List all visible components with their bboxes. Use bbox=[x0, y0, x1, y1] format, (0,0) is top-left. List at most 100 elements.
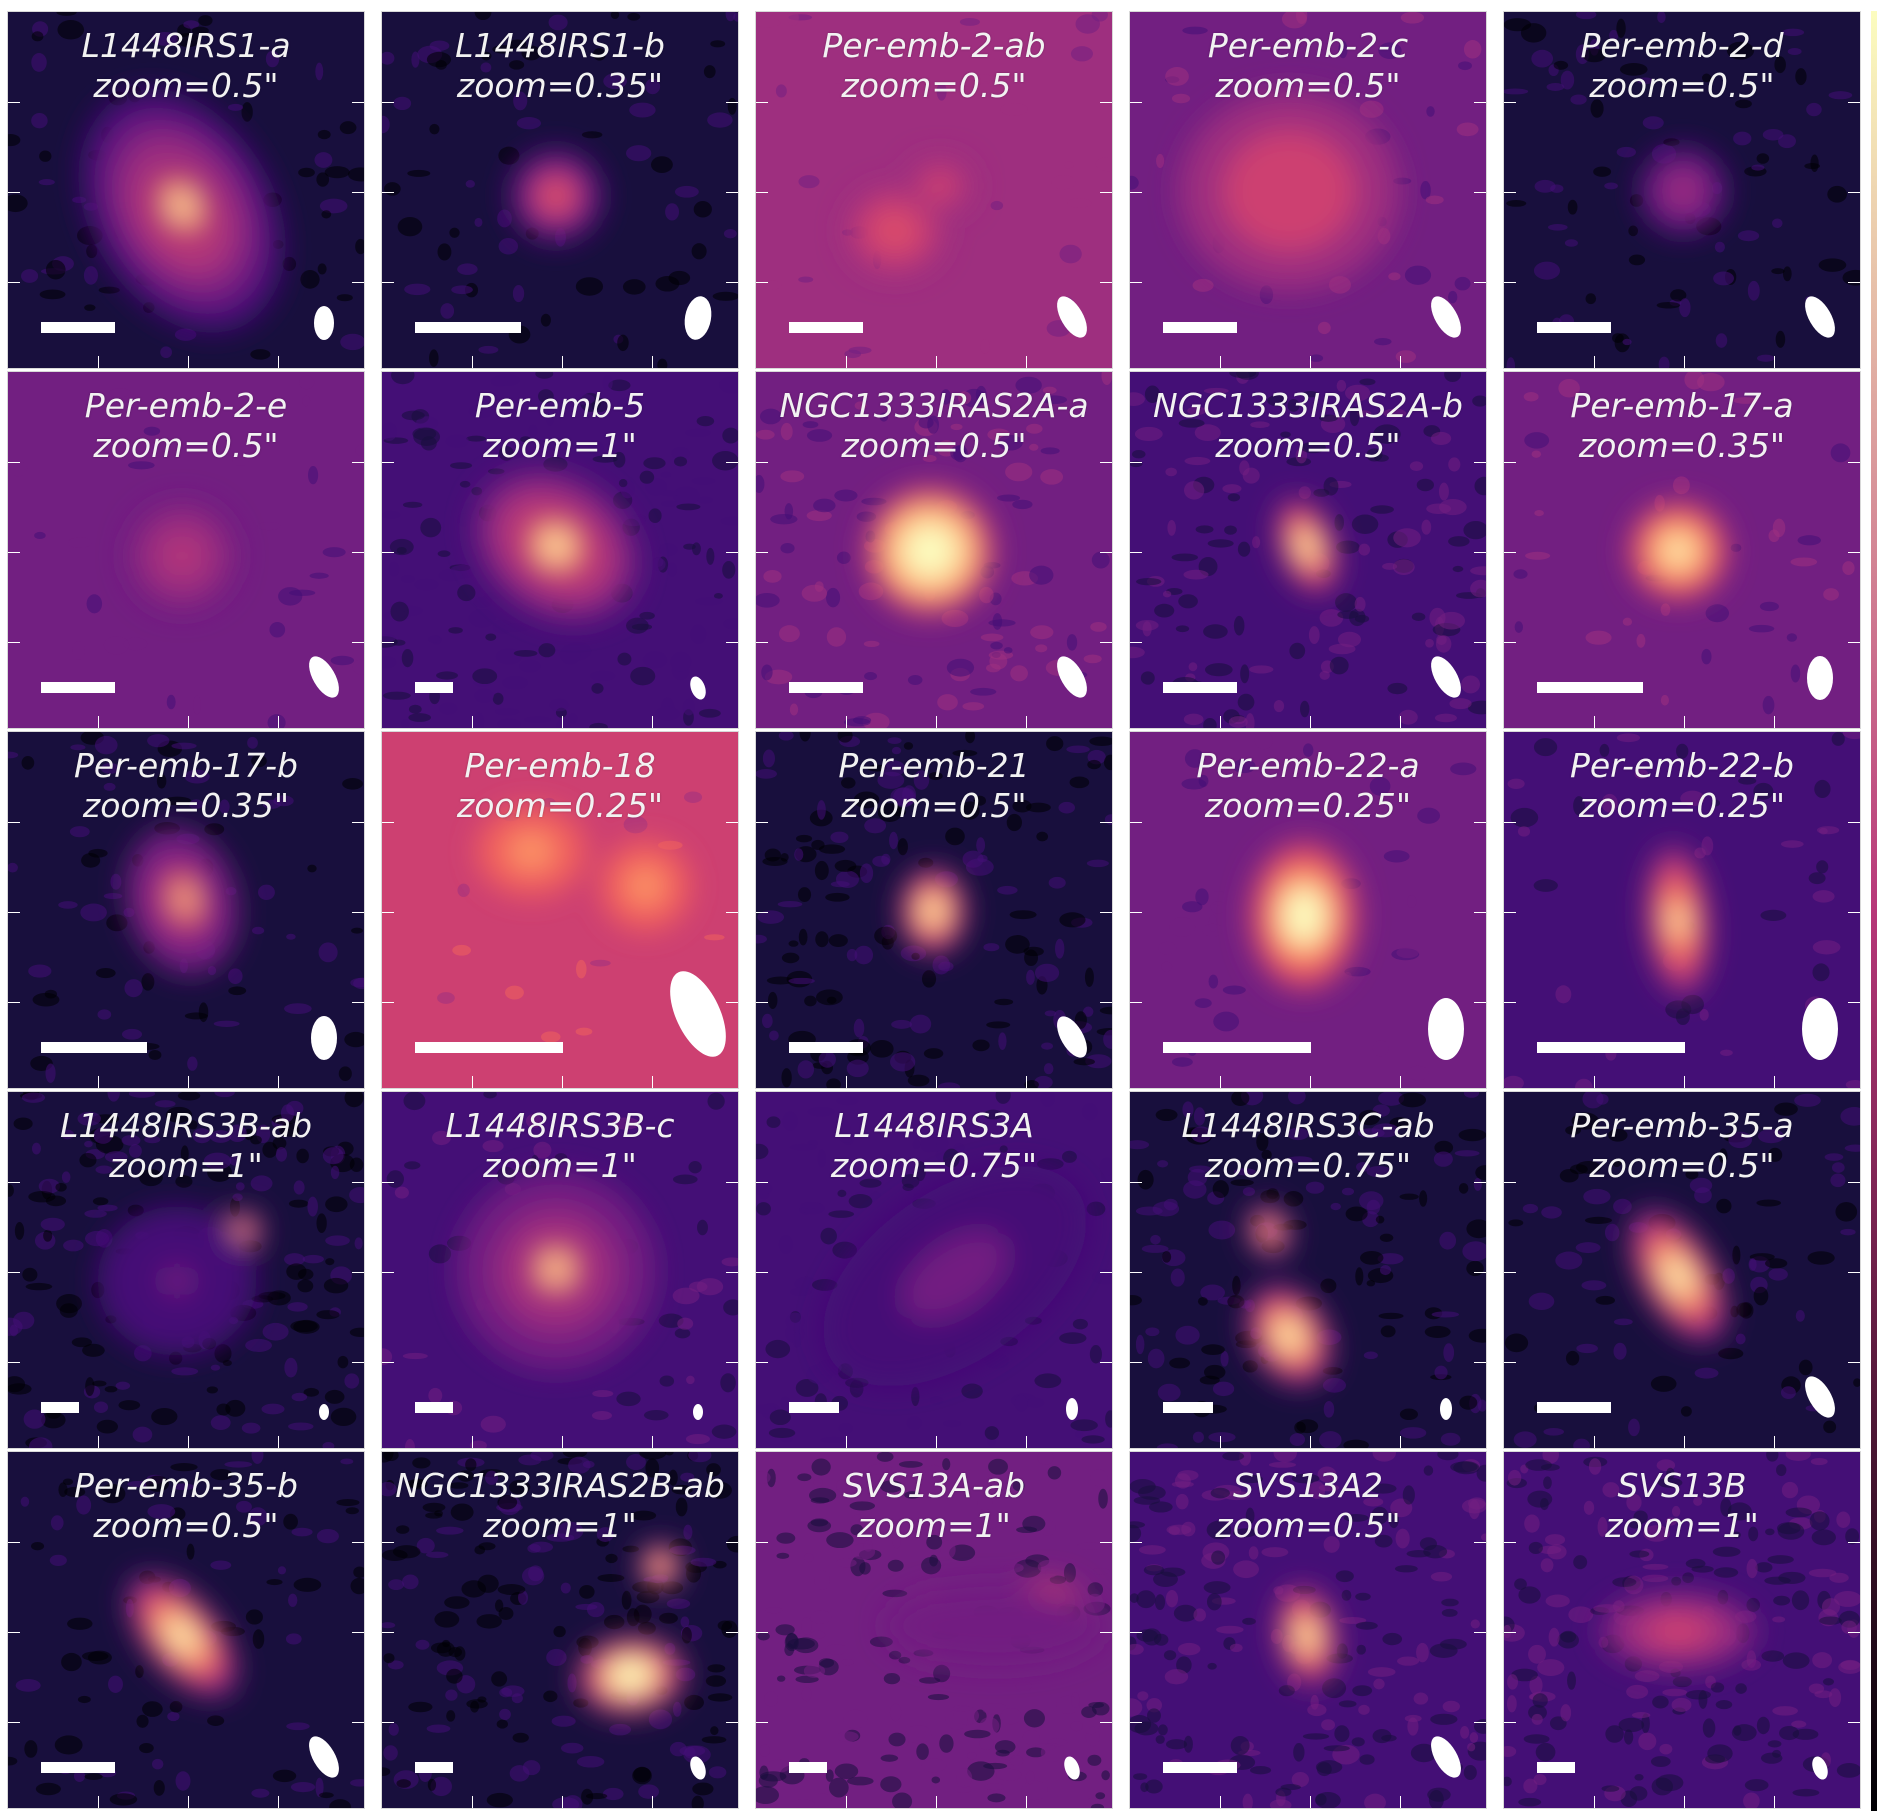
image-panel: SVS13A-ab zoom=1" bbox=[755, 1451, 1113, 1809]
noise-speckle bbox=[1549, 1628, 1560, 1647]
noise-speckle bbox=[338, 1356, 349, 1369]
noise-speckle bbox=[1448, 291, 1457, 304]
noise-speckle bbox=[960, 18, 980, 26]
noise-speckle bbox=[1289, 643, 1305, 659]
noise-speckle bbox=[918, 858, 933, 868]
axis-tick bbox=[562, 1076, 563, 1088]
noise-speckle bbox=[1534, 879, 1558, 892]
noise-speckle bbox=[756, 1202, 771, 1215]
noise-speckle bbox=[683, 699, 695, 716]
noise-speckle bbox=[331, 1408, 357, 1426]
noise-speckle bbox=[898, 838, 908, 855]
noise-speckle bbox=[1467, 1743, 1475, 1752]
zoom-label: zoom=1" bbox=[382, 1506, 738, 1546]
noise-speckle bbox=[1804, 163, 1820, 169]
noise-speckle bbox=[1781, 840, 1804, 848]
noise-speckle bbox=[1453, 566, 1464, 572]
noise-speckle bbox=[108, 1676, 123, 1693]
source-name: L1448IRS3B-c bbox=[382, 1106, 738, 1146]
axis-tick bbox=[1594, 716, 1595, 728]
noise-speckle bbox=[211, 1415, 231, 1430]
noise-speckle bbox=[452, 945, 471, 956]
noise-speckle bbox=[802, 585, 827, 602]
noise-speckle bbox=[124, 979, 142, 997]
noise-speckle bbox=[1224, 525, 1237, 534]
noise-speckle bbox=[56, 1294, 82, 1313]
noise-speckle bbox=[1172, 553, 1198, 561]
noise-speckle bbox=[26, 1283, 53, 1290]
noise-speckle bbox=[1757, 1717, 1770, 1735]
axis-tick bbox=[726, 1632, 738, 1633]
noise-speckle bbox=[1617, 733, 1640, 742]
noise-speckle bbox=[1761, 1753, 1782, 1764]
noise-speckle bbox=[836, 871, 859, 889]
noise-speckle bbox=[796, 835, 812, 843]
axis-tick bbox=[1400, 1076, 1401, 1088]
noise-speckle bbox=[263, 1323, 289, 1341]
noise-speckle bbox=[998, 1032, 1006, 1050]
noise-speckle bbox=[1638, 1733, 1656, 1751]
noise-speckle bbox=[228, 968, 243, 984]
noise-speckle bbox=[286, 934, 296, 940]
noise-speckle bbox=[675, 186, 699, 198]
noise-speckle bbox=[1400, 1427, 1426, 1439]
noise-speckle bbox=[1359, 378, 1375, 385]
zoom-label: zoom=0.5" bbox=[1130, 426, 1486, 466]
noise-speckle bbox=[31, 113, 48, 128]
noise-speckle bbox=[1360, 1251, 1383, 1265]
noise-speckle bbox=[1623, 618, 1632, 626]
noise-speckle bbox=[1776, 331, 1786, 348]
axis-tick bbox=[1130, 192, 1142, 193]
noise-speckle bbox=[1243, 1360, 1258, 1372]
axis-tick bbox=[1504, 552, 1516, 553]
noise-speckle bbox=[676, 503, 700, 510]
noise-speckle bbox=[97, 1420, 118, 1434]
noise-speckle bbox=[538, 643, 555, 657]
source-name: NGC1333IRAS2B-ab bbox=[382, 1466, 738, 1506]
noise-speckle bbox=[576, 1028, 593, 1036]
noise-speckle bbox=[471, 487, 482, 496]
noise-speckle bbox=[1209, 975, 1219, 989]
axis-tick bbox=[1504, 1002, 1516, 1003]
noise-speckle bbox=[1010, 910, 1037, 919]
noise-speckle bbox=[1169, 917, 1195, 936]
panel-label: Per-emb-21 zoom=0.5" bbox=[756, 746, 1112, 826]
noise-speckle bbox=[1518, 1798, 1541, 1807]
noise-speckle bbox=[1384, 850, 1410, 862]
noise-speckle bbox=[1352, 514, 1378, 533]
axis-tick bbox=[726, 1002, 738, 1003]
noise-speckle bbox=[1150, 1235, 1161, 1245]
noise-speckle bbox=[1533, 1774, 1546, 1785]
noise-speckle bbox=[1676, 1008, 1690, 1025]
noise-speckle bbox=[1811, 1458, 1828, 1465]
noise-speckle bbox=[133, 1427, 153, 1443]
noise-speckle bbox=[640, 471, 655, 484]
noise-speckle bbox=[1671, 1577, 1681, 1586]
noise-speckle bbox=[713, 292, 738, 301]
noise-speckle bbox=[1763, 696, 1775, 714]
axis-tick bbox=[1594, 1796, 1595, 1808]
noise-speckle bbox=[446, 1710, 455, 1722]
axis-tick bbox=[1220, 1796, 1221, 1808]
noise-speckle bbox=[325, 1196, 347, 1212]
axis-tick bbox=[382, 192, 394, 193]
zoom-label: zoom=1" bbox=[382, 1146, 738, 1186]
noise-speckle bbox=[990, 642, 1003, 650]
axis-tick bbox=[1100, 1272, 1112, 1273]
noise-speckle bbox=[1651, 1756, 1671, 1767]
noise-speckle bbox=[1395, 1565, 1418, 1572]
scale-bar bbox=[1163, 1042, 1311, 1053]
noise-speckle bbox=[1756, 1199, 1781, 1206]
noise-speckle bbox=[1195, 998, 1212, 1008]
noise-speckle bbox=[1049, 877, 1066, 889]
noise-speckle bbox=[1399, 1194, 1418, 1200]
axis-tick bbox=[352, 912, 364, 913]
axis-tick bbox=[8, 642, 20, 643]
noise-speckle bbox=[1819, 258, 1847, 272]
noise-speckle bbox=[1663, 138, 1679, 146]
noise-speckle bbox=[1749, 1258, 1757, 1271]
noise-speckle bbox=[605, 1554, 617, 1563]
noise-speckle bbox=[861, 498, 886, 506]
noise-speckle bbox=[919, 1677, 940, 1684]
noise-speckle bbox=[609, 1724, 631, 1736]
